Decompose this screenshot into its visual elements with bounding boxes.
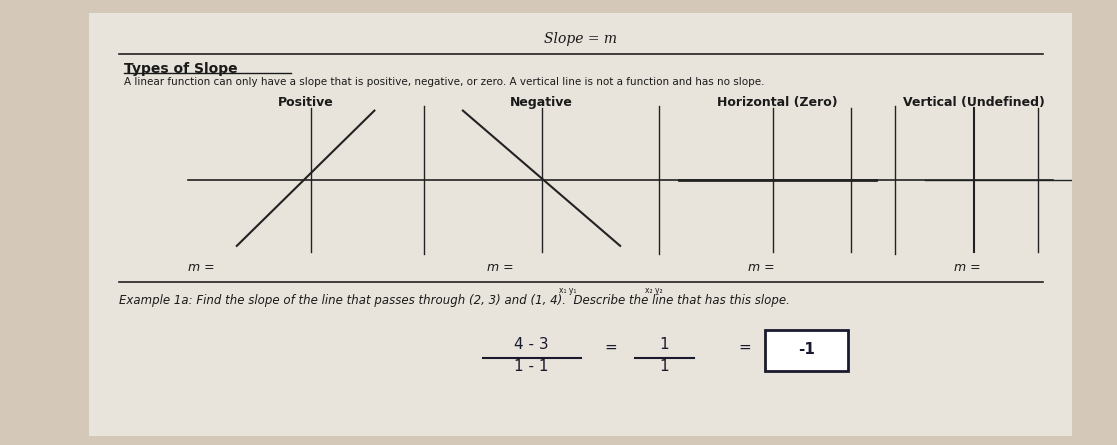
- FancyBboxPatch shape: [89, 13, 1072, 436]
- Text: Vertical (Undefined): Vertical (Undefined): [903, 96, 1046, 109]
- Text: 4 - 3: 4 - 3: [515, 337, 548, 352]
- Text: x₁ y₁: x₁ y₁: [560, 286, 576, 295]
- Text: =: =: [604, 340, 617, 355]
- Text: m =: m =: [188, 261, 214, 274]
- FancyBboxPatch shape: [765, 330, 848, 371]
- Text: Positive: Positive: [278, 96, 334, 109]
- Text: 1 - 1: 1 - 1: [515, 359, 548, 374]
- Text: Slope = m: Slope = m: [544, 32, 618, 46]
- Text: Types of Slope: Types of Slope: [124, 62, 238, 76]
- Text: x₂ y₂: x₂ y₂: [645, 286, 662, 295]
- Text: Example 1a: Find the slope of the line that passes through (2, 3) and (1, 4).  D: Example 1a: Find the slope of the line t…: [118, 295, 790, 307]
- Text: Horizontal (Zero): Horizontal (Zero): [717, 96, 838, 109]
- Text: -1: -1: [798, 342, 815, 357]
- Text: A linear function can only have a slope that is positive, negative, or zero. A v: A linear function can only have a slope …: [124, 77, 764, 87]
- Text: =: =: [738, 340, 751, 355]
- Text: m =: m =: [487, 261, 514, 274]
- Text: 1: 1: [659, 337, 669, 352]
- Text: 1: 1: [659, 359, 669, 374]
- Text: m =: m =: [954, 261, 981, 274]
- Text: m =: m =: [748, 261, 774, 274]
- Text: Negative: Negative: [510, 96, 573, 109]
